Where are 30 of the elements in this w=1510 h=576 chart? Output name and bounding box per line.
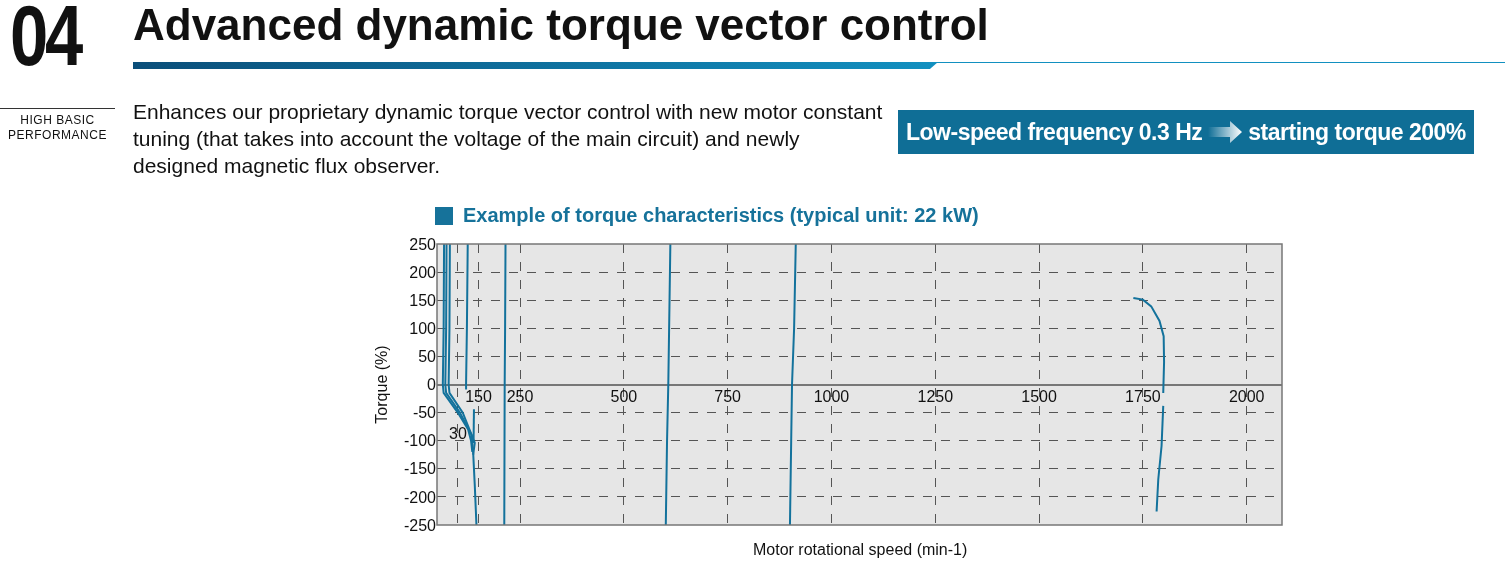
y-axis-title: Torque (%) bbox=[372, 345, 390, 424]
x-tick-label: 750 bbox=[714, 387, 742, 405]
y-tick-label: -50 bbox=[412, 404, 437, 422]
x-tick-label: 1250 bbox=[917, 387, 954, 405]
x-axis-title: Motor rotational speed (min-1) bbox=[753, 541, 968, 558]
x-tick-label: 2000 bbox=[1228, 387, 1265, 405]
y-tick-label: 150 bbox=[409, 291, 437, 309]
text: 04 bbox=[10, 0, 81, 83]
text: HIGH BASIC PERFORMANCE bbox=[0, 108, 115, 143]
y-tick-label: -150 bbox=[403, 460, 437, 478]
text: Low-speed frequency 0.3 Hz bbox=[906, 118, 1203, 146]
x-tick-label: 1000 bbox=[813, 387, 850, 405]
x-tick-label: 1750 bbox=[1125, 387, 1161, 405]
x-tick-label: 250 bbox=[506, 387, 534, 405]
chart-title: Advanced dynamic torque vector control bbox=[133, 0, 989, 50]
x-tick-label: 150 bbox=[465, 387, 492, 405]
y-tick-label: -200 bbox=[403, 488, 437, 506]
y-tick-label: 0 bbox=[427, 376, 437, 394]
y-tick-label: 250 bbox=[409, 235, 437, 253]
annotation: 30 bbox=[449, 425, 467, 442]
y-tick-label: 200 bbox=[409, 263, 437, 281]
y-tick-label: -100 bbox=[403, 432, 437, 450]
x-tick-label: 500 bbox=[610, 387, 638, 405]
y-tick-label: -250 bbox=[403, 516, 437, 534]
text: starting torque 200% bbox=[1248, 118, 1466, 146]
text: Enhances our proprietary dynamic torque vector control with new motor constant tuning (that takes into account the voltage of the main circuit) and newly designed magnetic flux observer. bbox=[133, 99, 883, 179]
x-tick-label: 1500 bbox=[1021, 387, 1057, 405]
y-tick-label: 100 bbox=[409, 319, 437, 337]
y-tick-label: 50 bbox=[418, 348, 437, 365]
chart-subtitle: Example of torque characteristics (typical unit: 22 kW) bbox=[463, 204, 979, 227]
